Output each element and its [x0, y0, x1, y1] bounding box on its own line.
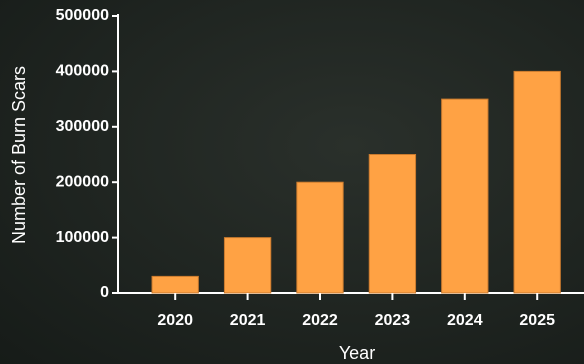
x-tick-label: 2022: [302, 312, 338, 329]
x-tick-label: 2025: [519, 312, 555, 329]
y-tick-label: 300000: [56, 118, 109, 135]
bar: [223, 237, 272, 294]
bar: [296, 181, 344, 294]
x-tick-label: 2024: [447, 312, 483, 329]
bar: [151, 275, 199, 294]
x-tick-label: 2023: [375, 312, 411, 329]
x-tick-label: 2021: [230, 312, 266, 329]
y-tick-label: 100000: [56, 229, 109, 246]
y-tick-label: 500000: [56, 7, 109, 24]
y-tick-label: 200000: [56, 173, 109, 190]
x-tick-label: 2020: [157, 312, 193, 329]
bar: [513, 70, 561, 294]
y-tick-label: 400000: [56, 63, 109, 80]
x-axis-label: Year: [339, 343, 375, 363]
y-axis-label: Number of Burn Scars: [9, 66, 29, 244]
y-tick-label: 0: [100, 284, 109, 301]
bar: [368, 154, 417, 294]
bar: [441, 98, 489, 294]
